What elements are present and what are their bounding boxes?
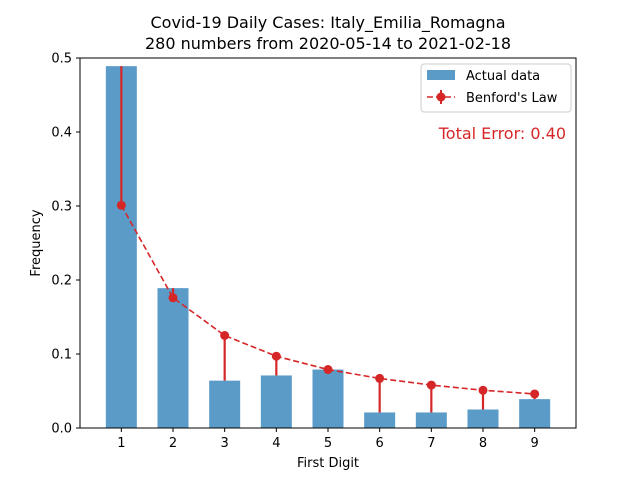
benford-point-6 (375, 373, 385, 383)
chart-subtitle: 280 numbers from 2020-05-14 to 2021-02-1… (145, 34, 511, 53)
bar-6 (364, 412, 396, 428)
benford-point-2 (168, 293, 178, 303)
y-tick-label: 0.4 (51, 126, 72, 141)
benford-point-3 (220, 331, 230, 340)
y-axis-ticks: 0.0 0.1 0.2 0.3 0.4 0.5 (51, 52, 80, 437)
benford-points (116, 200, 540, 399)
x-tick-label: 7 (427, 436, 435, 451)
y-tick-label: 0.2 (51, 274, 72, 289)
x-tick-label: 5 (324, 436, 332, 451)
bar-2 (157, 288, 189, 428)
bar-8 (467, 409, 499, 428)
legend-swatch-benford-marker (436, 92, 446, 102)
x-tick-label: 4 (272, 436, 280, 451)
chart-title: Covid-19 Daily Cases: Italy_Emilia_Romag… (150, 13, 505, 33)
bar-5 (312, 369, 344, 428)
x-axis-ticks: 1 2 3 4 5 6 7 8 9 (117, 428, 539, 451)
y-axis-label: Frequency (29, 209, 44, 276)
benford-point-8 (478, 385, 488, 395)
x-tick-label: 6 (376, 436, 384, 451)
x-tick-label: 2 (169, 436, 177, 451)
y-tick-label: 0.1 (51, 348, 72, 363)
x-tick-label: 1 (117, 436, 125, 451)
benford-point-7 (426, 380, 436, 390)
bar-9 (519, 399, 551, 428)
y-tick-label: 0.3 (51, 200, 72, 215)
bar-7 (415, 412, 447, 428)
total-error-annotation: Total Error: 0.40 (438, 124, 566, 143)
bar-3 (209, 380, 241, 428)
x-axis-label: First Digit (297, 456, 359, 471)
legend-label-actual: Actual data (466, 69, 540, 84)
bar-4 (260, 375, 292, 428)
x-tick-label: 3 (221, 436, 229, 451)
legend-box (420, 63, 572, 113)
x-tick-label: 9 (531, 436, 539, 451)
benford-point-1 (116, 200, 126, 210)
legend-label-benford: Benford's Law (466, 91, 558, 106)
y-tick-label: 0.5 (51, 52, 72, 67)
benford-point-4 (271, 351, 281, 361)
x-tick-label: 8 (479, 436, 487, 451)
legend-swatch-actual (427, 70, 455, 80)
benford-line (120, 204, 535, 395)
legend: Actual data Benford's Law (420, 63, 572, 113)
y-tick-label: 0.0 (51, 422, 72, 437)
benford-point-5 (323, 365, 333, 375)
benford-point-9 (530, 389, 540, 399)
